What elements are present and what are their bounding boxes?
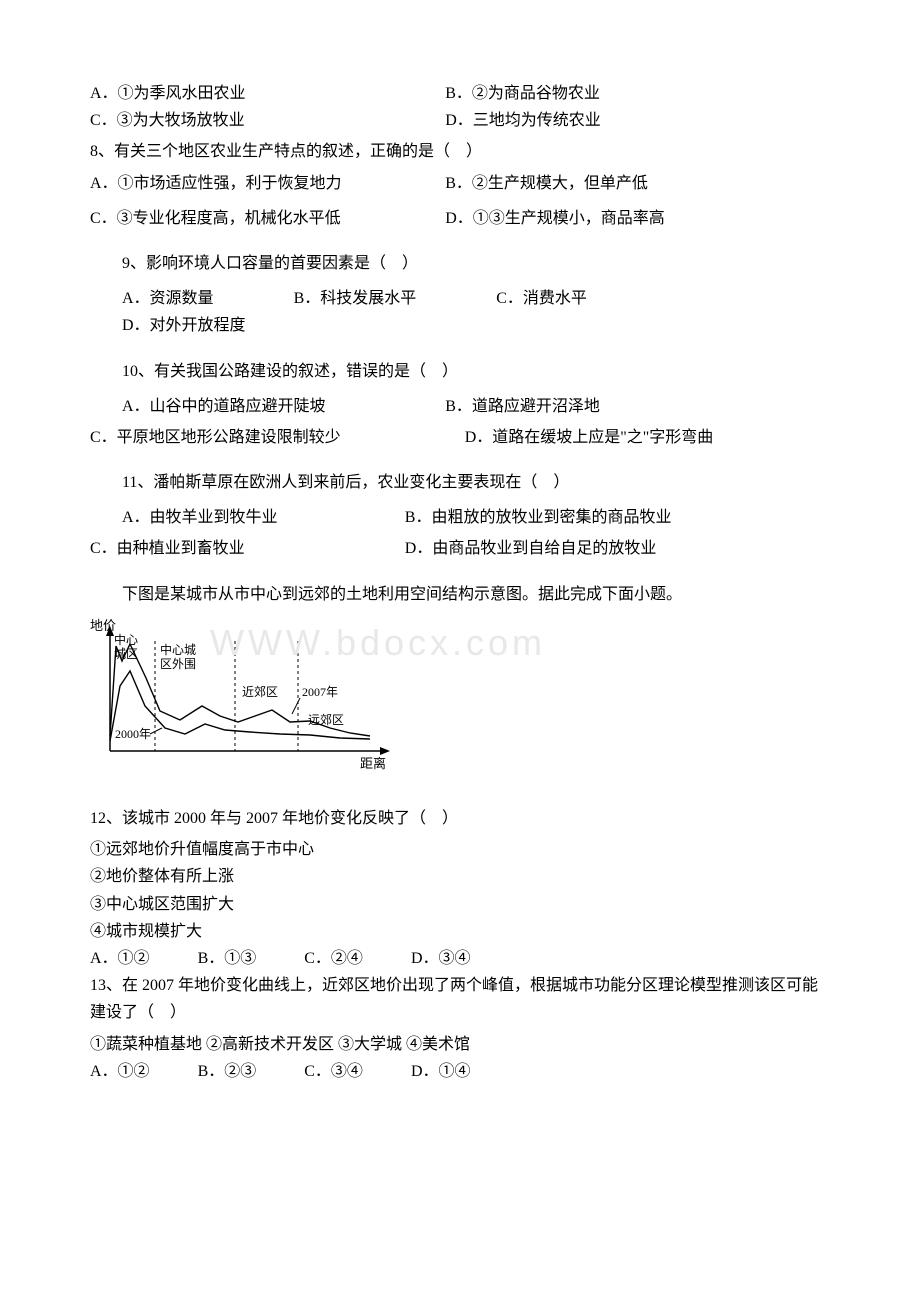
q10-option-c: C．平原地区地形公路建设限制较少 bbox=[90, 429, 341, 446]
q13-statements: ①蔬菜种植基地 ②高新技术开发区 ③大学城 ④美术馆 bbox=[90, 1031, 830, 1058]
q9-options: A．资源数量 B．科技发展水平 C．消费水平 D．对外开放程度 bbox=[90, 285, 830, 339]
q10-row1: A．山谷中的道路应避开陡坡 B．道路应避开沼泽地 bbox=[90, 393, 830, 420]
q13-option-d: D．①④ bbox=[411, 1058, 471, 1085]
q11-row1: A．由牧羊业到牧牛业 B．由粗放的放牧业到密集的商品牧业 bbox=[90, 504, 830, 531]
q12-s2: ②地价整体有所上涨 bbox=[90, 863, 830, 890]
q13-option-a: A．①② bbox=[90, 1058, 150, 1085]
q12-options: A．①② B．①③ C．②④ D．③④ bbox=[90, 945, 830, 972]
svg-text:中心城: 中心城 bbox=[160, 642, 196, 657]
q13-options: A．①② B．②③ C．③④ D．①④ bbox=[90, 1058, 830, 1085]
q12-stem: 12、该城市 2000 年与 2007 年地价变化反映了（ ） bbox=[90, 805, 830, 832]
q11-option-c: C．由种植业到畜牧业 bbox=[90, 535, 401, 562]
q10-option-d: D．道路在缓坡上应是"之"字形弯曲 bbox=[465, 429, 714, 446]
q7-option-a: A．①为季风水田农业 bbox=[90, 80, 445, 107]
svg-text:城区: 城区 bbox=[114, 647, 138, 661]
q8-option-c: C．③专业化程度高，机械化水平低 bbox=[90, 205, 445, 232]
q10-stem: 10、有关我国公路建设的叙述，错误的是（ ） bbox=[90, 358, 830, 385]
q8-row1: A．①市场适应性强，利于恢复地力 B．②生产规模大，但单产低 bbox=[90, 170, 830, 197]
q13-stem: 13、在 2007 年地价变化曲线上，近郊区地价出现了两个峰值，根据城市功能分区… bbox=[90, 972, 830, 1026]
svg-text:2007年: 2007年 bbox=[302, 685, 338, 699]
q10-row2: C．平原地区地形公路建设限制较少 D．道路在缓坡上应是"之"字形弯曲 bbox=[90, 424, 830, 451]
q11-option-a: A．由牧羊业到牧牛业 bbox=[90, 504, 401, 531]
q9-option-b: B．科技发展水平 bbox=[262, 285, 417, 312]
q7-option-d: D．三地均为传统农业 bbox=[445, 107, 800, 134]
q12-s3: ③中心城区范围扩大 bbox=[90, 891, 830, 918]
svg-text:地价: 地价 bbox=[90, 618, 116, 633]
q7-options: A．①为季风水田农业 B．②为商品谷物农业 C．③为大牧场放牧业 D．三地均为传… bbox=[90, 80, 830, 134]
q11-row2: C．由种植业到畜牧业 D．由商品牧业到自给自足的放牧业 bbox=[90, 535, 830, 562]
q13-option-c: C．③④ bbox=[304, 1058, 363, 1085]
q12-option-b: B．①③ bbox=[198, 945, 257, 972]
q8-option-d: D．①③生产规模小，商品率高 bbox=[445, 205, 800, 232]
q9-option-c: C．消费水平 bbox=[464, 285, 587, 312]
q11-option-b: B．由粗放的放牧业到密集的商品牧业 bbox=[405, 509, 672, 526]
svg-text:区外围: 区外围 bbox=[160, 657, 196, 671]
q9-stem: 9、影响环境人口容量的首要因素是（ ） bbox=[90, 250, 830, 277]
q12-option-d: D．③④ bbox=[411, 945, 471, 972]
q7-option-c: C．③为大牧场放牧业 bbox=[90, 107, 445, 134]
q11-stem: 11、潘帕斯草原在欧洲人到来前后，农业变化主要表现在（ ） bbox=[90, 469, 830, 496]
q12-option-a: A．①② bbox=[90, 945, 150, 972]
svg-text:2000年: 2000年 bbox=[115, 727, 151, 741]
svg-text:近郊区: 近郊区 bbox=[242, 685, 278, 699]
q9-option-d: D．对外开放程度 bbox=[90, 312, 246, 339]
q8-option-a: A．①市场适应性强，利于恢复地力 bbox=[90, 170, 445, 197]
q13-option-b: B．②③ bbox=[198, 1058, 257, 1085]
svg-text:中心: 中心 bbox=[114, 632, 138, 647]
q12-option-c: C．②④ bbox=[304, 945, 363, 972]
q12-s4: ④城市规模扩大 bbox=[90, 918, 830, 945]
chart-intro: 下图是某城市从市中心到远郊的土地利用空间结构示意图。据此完成下面小题。 bbox=[90, 581, 830, 608]
q7-option-b: B．②为商品谷物农业 bbox=[445, 80, 800, 107]
chart-svg: 地价距离 中心城区 中心城区外围近郊区远郊区 2000年 2007年 bbox=[90, 616, 410, 776]
q9-option-a: A．资源数量 bbox=[90, 285, 214, 312]
q12-s1: ①远郊地价升值幅度高于市中心 bbox=[90, 836, 830, 863]
svg-text:远郊区: 远郊区 bbox=[308, 713, 344, 727]
q10-option-b: B．道路应避开沼泽地 bbox=[445, 393, 800, 420]
q8-row2: C．③专业化程度高，机械化水平低 D．①③生产规模小，商品率高 bbox=[90, 205, 830, 232]
q11-option-d: D．由商品牧业到自给自足的放牧业 bbox=[405, 540, 657, 557]
q10-option-a: A．山谷中的道路应避开陡坡 bbox=[90, 393, 445, 420]
q8-option-b: B．②生产规模大，但单产低 bbox=[445, 170, 800, 197]
svg-text:距离: 距离 bbox=[360, 756, 386, 771]
land-price-chart: WWW.bdocx.com 地价距离中心城区中心城区外围近郊区远郊区2000年2… bbox=[90, 616, 830, 785]
q8-stem: 8、有关三个地区农业生产特点的叙述，正确的是（ ） bbox=[90, 138, 830, 165]
